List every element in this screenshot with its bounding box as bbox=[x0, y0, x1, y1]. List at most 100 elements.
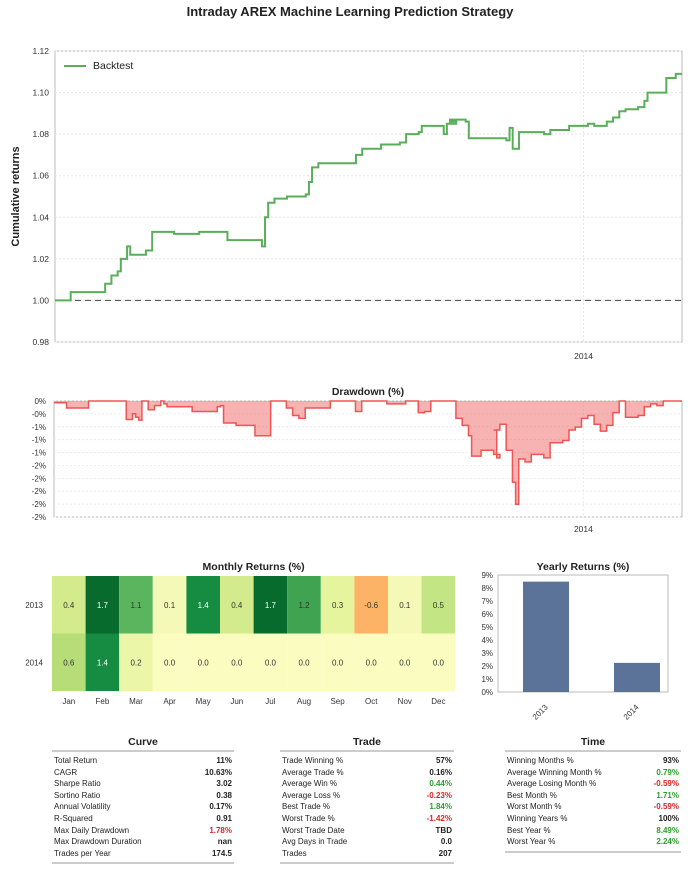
stat-value: 0.0 bbox=[440, 837, 452, 847]
stat-value: nan bbox=[217, 837, 232, 847]
stat-value: 3.02 bbox=[216, 779, 232, 789]
stat-row: Best Year % 8.49% bbox=[505, 825, 681, 837]
stat-value: 0.79% bbox=[656, 767, 679, 777]
heatmap-cell bbox=[253, 576, 288, 634]
heatmap-cell bbox=[152, 576, 187, 634]
x-tick-label: 2014 bbox=[574, 351, 593, 360]
cell-value: 1.1 bbox=[130, 601, 142, 610]
drawdown-line bbox=[54, 400, 682, 505]
stat-value: 1.84% bbox=[429, 802, 452, 812]
cell-value: 0.3 bbox=[332, 601, 344, 610]
y-tick-label: 5% bbox=[481, 623, 493, 632]
stat-label: Trades bbox=[282, 848, 307, 858]
stat-row: Average Win % 0.44% bbox=[280, 778, 454, 790]
stat-row: Average Trade % 0.16% bbox=[280, 767, 454, 779]
stat-label: Best Year % bbox=[507, 825, 551, 835]
cell-value: 0.0 bbox=[298, 658, 310, 667]
y-tick-label: 1.06 bbox=[32, 171, 49, 181]
y-tick-label: 4% bbox=[481, 636, 493, 645]
y-tick-label: 0.98 bbox=[32, 337, 49, 347]
cell-value: 0.5 bbox=[433, 601, 445, 610]
stat-label: Best Month % bbox=[507, 790, 557, 800]
heatmap-cell bbox=[186, 633, 220, 691]
y-tick-label: -1% bbox=[32, 423, 46, 432]
y-tick-label: 8% bbox=[481, 584, 493, 593]
row-label-2014: 2014 bbox=[25, 658, 43, 667]
stat-label: Winning Years % bbox=[507, 813, 568, 823]
backtest-series-line bbox=[55, 72, 682, 302]
cell-value: 0.0 bbox=[198, 658, 210, 667]
stat-label: Trades per Year bbox=[54, 848, 111, 858]
stat-label: Total Return bbox=[54, 756, 98, 765]
cell-value: 0.4 bbox=[231, 601, 243, 610]
time-stats-table: Time Winning Months % 93% Average Winning … bbox=[505, 736, 681, 853]
stat-value: TBD bbox=[435, 825, 452, 835]
y-tick-label: 1.12 bbox=[32, 46, 49, 56]
column-label-jul: Jul bbox=[265, 697, 275, 706]
x-tick-label: 2014 bbox=[574, 524, 593, 532]
heatmap-cell bbox=[52, 633, 86, 691]
stat-value: -0.59% bbox=[653, 802, 679, 812]
stat-value: 100% bbox=[658, 813, 679, 823]
column-label-aug: Aug bbox=[297, 697, 311, 706]
stat-label: Sortino Ratio bbox=[54, 790, 101, 800]
cell-value: 0.4 bbox=[63, 601, 75, 610]
heatmap-cell bbox=[320, 576, 355, 634]
stat-label: R-Squared bbox=[54, 813, 93, 823]
column-label-feb: Feb bbox=[96, 697, 110, 706]
stat-row: Trades 207 bbox=[280, 848, 454, 860]
stat-row: Max Drawdown Duration nan bbox=[52, 836, 234, 848]
heatmap-cell bbox=[253, 633, 288, 691]
cell-value: 1.4 bbox=[97, 658, 109, 667]
heatmap-cell bbox=[421, 576, 456, 634]
drawdown-plot-area bbox=[53, 400, 683, 518]
column-label-may: May bbox=[196, 697, 211, 706]
stat-row: Best Month % 1.71% bbox=[505, 790, 681, 802]
y-tick-label: 6% bbox=[481, 610, 493, 619]
time-stats-title: Time bbox=[505, 736, 681, 752]
stat-label: Max Drawdown Duration bbox=[54, 837, 142, 847]
stat-value: 57% bbox=[435, 756, 452, 765]
heatmap-cell bbox=[152, 633, 187, 691]
heatmap-cell bbox=[52, 576, 86, 634]
heatmap-cell bbox=[388, 576, 422, 634]
y-tick-label: -1% bbox=[32, 436, 46, 445]
cell-value: 0.0 bbox=[231, 658, 243, 667]
trade-stats-table: Trade Trade Winning % 57% Average Trade % 0… bbox=[280, 736, 454, 865]
stat-row: CAGR 10.63% bbox=[52, 767, 234, 779]
cell-value: 1.7 bbox=[265, 601, 277, 610]
stat-label: Average Loss % bbox=[282, 790, 341, 800]
cell-value: 0.0 bbox=[366, 658, 378, 667]
heatmap-cell bbox=[354, 633, 388, 691]
heatmap-cell bbox=[421, 633, 456, 691]
cell-value: 0.0 bbox=[332, 658, 344, 667]
stat-value: 0.38 bbox=[216, 790, 232, 800]
drawdown-title: Drawdown (%) bbox=[332, 386, 404, 398]
cell-value: 1.7 bbox=[97, 601, 109, 610]
stat-label: Worst Year % bbox=[507, 837, 556, 847]
column-label-jun: Jun bbox=[230, 697, 243, 706]
yearly-returns-chart: Yearly Returns (%) 0% 1% 2% 3% 4% 5% 6% 7% 8% 9% 20… bbox=[481, 561, 669, 722]
heatmap-cell bbox=[220, 576, 254, 634]
column-label-oct: Oct bbox=[365, 697, 378, 706]
stat-row: Worst Trade Date TBD bbox=[280, 825, 454, 837]
y-tick-label: -2% bbox=[32, 461, 46, 470]
heatmap-cell bbox=[119, 633, 153, 691]
row-label-2013: 2013 bbox=[25, 601, 43, 610]
stat-row: Winning Months % 93% bbox=[505, 755, 681, 767]
cell-value: -0.6 bbox=[364, 601, 378, 610]
drawdown-area bbox=[54, 401, 682, 505]
stat-row: Sortino Ratio 0.38 bbox=[52, 790, 234, 802]
heatmap-cell bbox=[220, 633, 254, 691]
stat-value: 11% bbox=[216, 756, 232, 765]
heatmap-cell bbox=[287, 576, 321, 634]
stat-row: Winning Years % 100% bbox=[505, 813, 681, 825]
page-title: Intraday AREX Machine Learning Predictio… bbox=[186, 4, 514, 19]
stat-row: Trades per Year 174.5 bbox=[52, 848, 234, 860]
equity-plot-area bbox=[54, 50, 683, 343]
stat-row: Total Return 11% bbox=[52, 755, 234, 767]
heatmap-cell bbox=[354, 576, 388, 634]
stat-row: Worst Month % -0.59% bbox=[505, 801, 681, 813]
equity-curve-chart: 0.98 1.00 1.02 1.04 1.06 1.08 1.10 1.12 2014 Back… bbox=[10, 46, 683, 360]
stat-row: Trade Winning % 57% bbox=[280, 755, 454, 767]
